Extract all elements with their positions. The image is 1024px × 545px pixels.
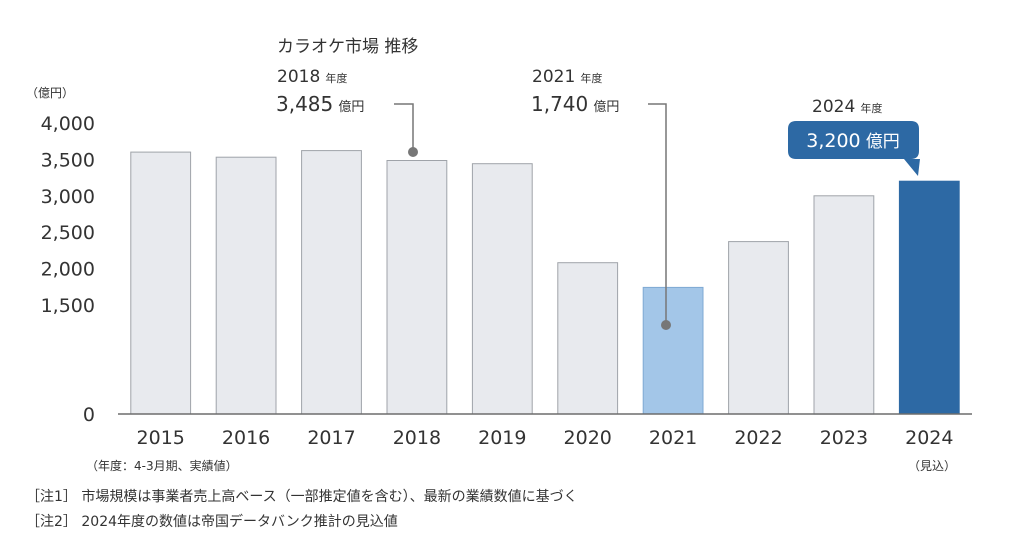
annotation-2024-year: 2024: [812, 97, 855, 117]
annotation-2021-year: 2021: [532, 67, 575, 87]
bar-2017: [301, 150, 362, 415]
y-tick-3000: 3,000: [41, 186, 95, 208]
x-tick-2017: 2017: [307, 427, 355, 449]
annotation-2021: 2021 年度 1,740 億円: [531, 67, 671, 330]
svg-text:3,200 億円: 3,200 億円: [806, 130, 900, 152]
svg-text:2018 年度: 2018 年度: [277, 67, 347, 87]
annotation-2021-year-suffix: 年度: [580, 71, 602, 85]
bars-group: [130, 150, 960, 415]
x-tick-2020: 2020: [564, 427, 612, 449]
note-2-text: 2024年度の数値は帝国データバンク推計の見込値: [81, 513, 397, 530]
annotation-2018-year: 2018: [277, 67, 320, 87]
annotation-2018-unit: 億円: [338, 99, 364, 115]
chart-title: カラオケ市場 推移: [277, 37, 418, 57]
y-tick-1500: 1,500: [41, 295, 95, 317]
bar-2015: [130, 151, 192, 415]
x-tick-labels: 2015 2016 2017 2018 2019 2020 2021 2022 2023 2024: [137, 427, 954, 449]
svg-text:2024 年度: 2024 年度: [812, 97, 882, 117]
y-tick-3500: 3,500: [41, 149, 95, 171]
y-tick-0: 0: [83, 404, 95, 426]
y-tick-labels: 4,000 3,500 3,000 2,500 2,000 1,500 0: [41, 113, 95, 426]
annotation-2018-leader: [394, 103, 414, 150]
bar-2018: [386, 160, 448, 415]
y-tick-2500: 2,500: [41, 222, 95, 244]
forecast-sublabel: （見込）: [908, 459, 956, 473]
note-1: ［注1］ 市場規模は事業者売上高ベース（一部推定値を含む）、最新の業績数値に基づ…: [26, 488, 578, 505]
x-tick-2022: 2022: [734, 427, 782, 449]
x-tick-2018: 2018: [393, 427, 441, 449]
annotation-2018-year-suffix: 年度: [325, 71, 347, 85]
annotation-2024-year-suffix: 年度: [860, 101, 882, 115]
annotation-2024-unit: 億円: [866, 132, 900, 152]
x-tick-2015: 2015: [137, 427, 185, 449]
note-2-label: ［注2］: [26, 514, 77, 530]
x-tick-2023: 2023: [820, 427, 868, 449]
annotation-2018-value: 3,485: [276, 92, 333, 116]
bar-2019: [471, 163, 533, 415]
annotation-2024-badge: [788, 121, 920, 176]
x-tick-2019: 2019: [478, 427, 526, 449]
y-unit-label: （億円）: [26, 86, 74, 100]
annotation-2024: 2024 年度 3,200 億円: [788, 97, 920, 176]
bar-2021: [642, 286, 704, 415]
note-2: ［注2］ 2024年度の数値は帝国データバンク推計の見込値: [26, 513, 398, 530]
annotation-2021-dot: [661, 320, 671, 330]
bar-2024: [898, 180, 960, 415]
x-tick-2016: 2016: [222, 427, 270, 449]
bar-2023: [813, 195, 875, 415]
annotation-2024-value: 3,200: [806, 130, 860, 152]
annotation-2021-value: 1,740: [531, 92, 588, 116]
svg-text:3,485 億円: 3,485 億円: [276, 92, 364, 116]
svg-text:1,740 億円: 1,740 億円: [531, 92, 619, 116]
y-tick-4000: 4,000: [41, 113, 95, 135]
bar-2020: [557, 262, 619, 415]
annotation-2018-dot: [408, 147, 418, 157]
annotation-2021-unit: 億円: [593, 99, 619, 115]
x-unit-label: （年度：4-3月期、実績値）: [86, 458, 238, 473]
bar-2016: [215, 156, 277, 415]
annotation-2021-leader: [648, 103, 667, 323]
y-tick-2000: 2,000: [41, 259, 95, 281]
bar-2022: [728, 241, 789, 415]
svg-text:2021 年度: 2021 年度: [532, 67, 602, 87]
x-tick-2021: 2021: [649, 427, 697, 449]
x-tick-2024: 2024: [905, 427, 953, 449]
annotation-2018: 2018 年度 3,485 億円: [276, 67, 418, 157]
note-1-text: 市場規模は事業者売上高ベース（一部推定値を含む）、最新の業績数値に基づく: [81, 488, 577, 505]
note-1-label: ［注1］: [26, 489, 77, 505]
